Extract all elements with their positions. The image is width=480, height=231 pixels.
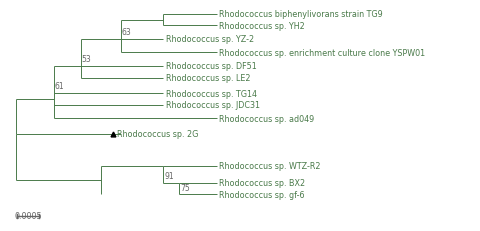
Text: 91: 91 xyxy=(164,171,174,180)
Text: 75: 75 xyxy=(180,183,190,192)
Text: 53: 53 xyxy=(82,55,92,64)
Text: Rhodococcus sp. ad049: Rhodococcus sp. ad049 xyxy=(219,114,314,123)
Text: Rhodococcus sp. 2G: Rhodococcus sp. 2G xyxy=(117,130,198,139)
Text: 61: 61 xyxy=(55,82,65,91)
Text: Rhodococcus sp. YZ-2: Rhodococcus sp. YZ-2 xyxy=(166,35,254,44)
Text: Rhodococcus sp. TG14: Rhodococcus sp. TG14 xyxy=(166,89,257,98)
Text: Rhodococcus sp. YH2: Rhodococcus sp. YH2 xyxy=(219,22,305,31)
Text: Rhodococcus sp. LE2: Rhodococcus sp. LE2 xyxy=(166,74,250,83)
Text: Rhodococcus biphenylivorans strain TG9: Rhodococcus biphenylivorans strain TG9 xyxy=(219,10,383,19)
Text: Rhodococcus sp. enrichment culture clone YSPW01: Rhodococcus sp. enrichment culture clone… xyxy=(219,49,425,58)
Text: Rhodococcus sp. DF51: Rhodococcus sp. DF51 xyxy=(166,62,256,71)
Text: Rhodococcus sp. gf-6: Rhodococcus sp. gf-6 xyxy=(219,190,305,199)
Text: Rhodococcus sp. WTZ-R2: Rhodococcus sp. WTZ-R2 xyxy=(219,161,321,170)
Text: 0.0005: 0.0005 xyxy=(14,211,42,220)
Text: 63: 63 xyxy=(122,28,132,37)
Text: Rhodococcus sp. BX2: Rhodococcus sp. BX2 xyxy=(219,178,305,187)
Text: Rhodococcus sp. JDC31: Rhodococcus sp. JDC31 xyxy=(166,101,260,110)
